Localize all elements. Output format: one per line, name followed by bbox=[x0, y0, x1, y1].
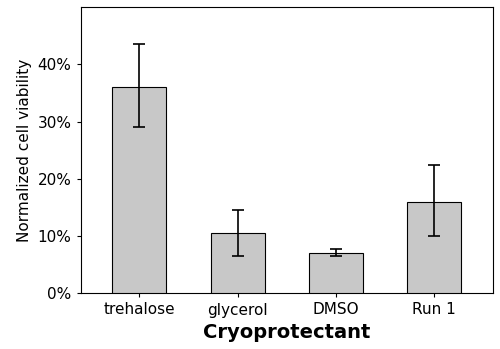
Y-axis label: Normalized cell viability: Normalized cell viability bbox=[17, 59, 32, 242]
Bar bbox=[309, 253, 363, 294]
Bar bbox=[407, 202, 461, 294]
X-axis label: Cryoprotectant: Cryoprotectant bbox=[203, 323, 370, 342]
Bar bbox=[210, 233, 264, 294]
Bar bbox=[112, 87, 166, 294]
